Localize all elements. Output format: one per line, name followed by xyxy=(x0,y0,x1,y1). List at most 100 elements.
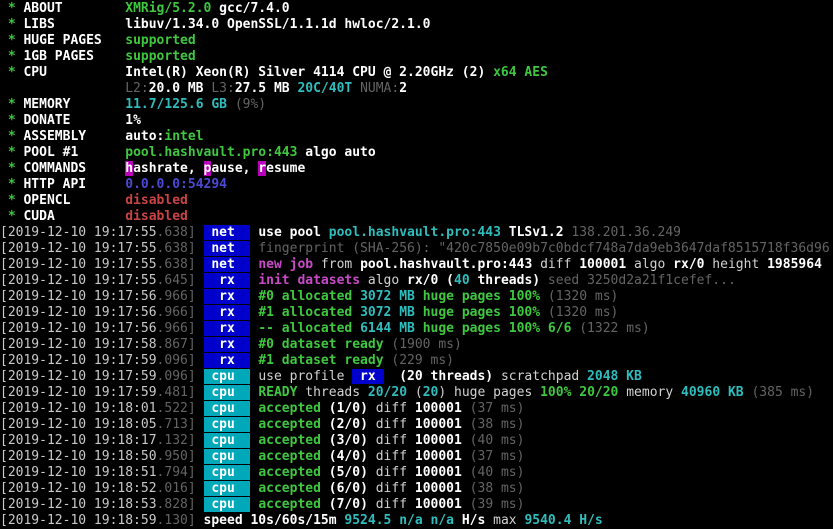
text-segment xyxy=(196,353,204,368)
text-segment: supported xyxy=(125,49,196,64)
text-segment: 9524.5 xyxy=(344,513,392,528)
text-segment xyxy=(196,513,204,528)
text-segment: .966] xyxy=(156,305,196,320)
text-segment: ause, xyxy=(211,161,259,176)
text-segment xyxy=(462,497,470,512)
text-segment: (9%) xyxy=(234,97,267,112)
text-segment: [2019-12-10 19:17:55 xyxy=(0,257,157,272)
text-segment: HTTP API xyxy=(23,177,87,192)
text-segment: H/s xyxy=(461,513,486,528)
log-cpu-ready: [2019-12-10 19:17:59.481] cpu READY thre… xyxy=(0,385,833,401)
text-segment: #1 dataset ready xyxy=(258,353,392,368)
text-segment: 100001 xyxy=(414,497,462,512)
text-segment xyxy=(196,449,204,464)
text-segment: threads xyxy=(297,385,368,400)
text-segment: r xyxy=(258,161,267,176)
text-segment: .016] xyxy=(156,481,196,496)
config-cuda: * CUDA disabled xyxy=(0,209,833,225)
text-segment xyxy=(321,401,329,416)
text-segment: diff xyxy=(367,433,415,448)
text-segment xyxy=(196,417,204,432)
text-segment: esume xyxy=(266,161,306,176)
text-segment xyxy=(462,465,470,480)
text-segment: huge pages 100% xyxy=(422,305,541,320)
log-cpu-accepted-7: [2019-12-10 19:18:53.828] cpu accepted (… xyxy=(0,497,833,513)
text-segment: (1322 ms) xyxy=(579,321,650,336)
text-segment: [2019-12-10 19:17:55 xyxy=(0,241,157,256)
text-segment: rx xyxy=(203,321,251,336)
text-segment: (40 ms) xyxy=(469,465,525,480)
text-segment: cpu xyxy=(203,369,251,384)
text-segment: L3: xyxy=(211,81,235,96)
text-segment xyxy=(196,337,204,352)
text-segment: rx xyxy=(203,337,251,352)
text-segment: 6144 MB xyxy=(360,321,415,336)
text-segment: algo xyxy=(626,257,674,272)
log-rx-dataset-1-ready: [2019-12-10 19:17:59.096] rx #1 dataset … xyxy=(0,353,833,369)
text-segment: * xyxy=(0,161,24,176)
text-segment: scratchpad xyxy=(493,369,588,384)
text-segment: 20/20 xyxy=(367,385,408,400)
text-segment xyxy=(196,401,204,416)
text-segment: (385 ms) xyxy=(751,385,815,400)
text-segment: [2019-12-10 19:18:59 xyxy=(0,513,157,528)
text-segment: [2019-12-10 19:17:59 xyxy=(0,353,157,368)
text-segment: h xyxy=(125,161,134,176)
text-segment: n/a xyxy=(399,513,423,528)
text-segment: diff xyxy=(367,401,415,416)
text-segment: cpu xyxy=(203,449,251,464)
text-segment: cpu xyxy=(203,417,251,432)
text-segment: rx/0 xyxy=(673,257,705,272)
log-cpu-accepted-4: [2019-12-10 19:18:50.950] cpu accepted (… xyxy=(0,449,833,465)
text-segment: * xyxy=(0,17,24,32)
text-segment: * xyxy=(0,49,24,64)
text-segment: * xyxy=(0,177,24,192)
text-segment xyxy=(321,433,329,448)
text-segment xyxy=(86,129,125,144)
text-segment xyxy=(86,161,125,176)
text-segment: TLSv1.2 xyxy=(508,225,564,240)
text-segment xyxy=(462,417,470,432)
text-segment: .966] xyxy=(156,321,196,336)
text-segment: pool.hashvault.pro:443 xyxy=(125,145,298,160)
text-segment: rx xyxy=(203,289,251,304)
text-segment: [2019-12-10 19:18:50 xyxy=(0,449,157,464)
text-segment: 100001 xyxy=(414,449,462,464)
text-segment: L2: xyxy=(125,81,149,96)
text-segment: [2019-12-10 19:17:55 xyxy=(0,273,157,288)
text-segment: 100001 xyxy=(579,257,627,272)
text-segment: 20 xyxy=(422,385,439,400)
text-segment: p xyxy=(203,161,212,176)
text-segment xyxy=(501,225,509,240)
text-segment: .713] xyxy=(156,417,196,432)
text-segment: [2019-12-10 19:18:17 xyxy=(0,433,157,448)
text-segment: [2019-12-10 19:17:58 xyxy=(0,337,157,352)
text-segment: rx xyxy=(203,353,251,368)
text-segment xyxy=(0,81,125,96)
text-segment: net xyxy=(203,241,251,256)
text-segment xyxy=(415,305,423,320)
text-segment: .638] xyxy=(156,257,196,272)
text-segment: ( xyxy=(438,273,454,288)
text-segment: accepted xyxy=(258,481,321,496)
text-segment: LIBS xyxy=(23,17,55,32)
text-segment: rx xyxy=(352,369,384,384)
text-segment: 10s/60s/15m xyxy=(250,513,337,528)
text-segment xyxy=(94,49,125,64)
text-segment: (40 ms) xyxy=(469,433,525,448)
text-segment: .645] xyxy=(156,273,196,288)
config-pool-1: * POOL #1 pool.hashvault.pro:443 algo au… xyxy=(0,145,833,161)
text-segment: huge pages 100% xyxy=(422,289,541,304)
text-segment: diff xyxy=(367,449,415,464)
text-segment: .096] xyxy=(156,369,196,384)
text-segment: disabled xyxy=(125,193,188,208)
log-miner-speed: [2019-12-10 19:18:59.130] speed 10s/60s/… xyxy=(0,513,833,529)
text-segment: 1% xyxy=(125,113,141,128)
config-commands: * COMMANDS hashrate, pause, resume xyxy=(0,161,833,177)
config-assembly: * ASSEMBLY auto:intel xyxy=(0,129,833,145)
config-1gb-pages: * 1GB PAGES supported xyxy=(0,49,833,65)
text-segment: new job xyxy=(258,257,314,272)
text-segment: 100001 xyxy=(414,481,462,496)
text-segment: [2019-12-10 19:18:53 xyxy=(0,497,157,512)
